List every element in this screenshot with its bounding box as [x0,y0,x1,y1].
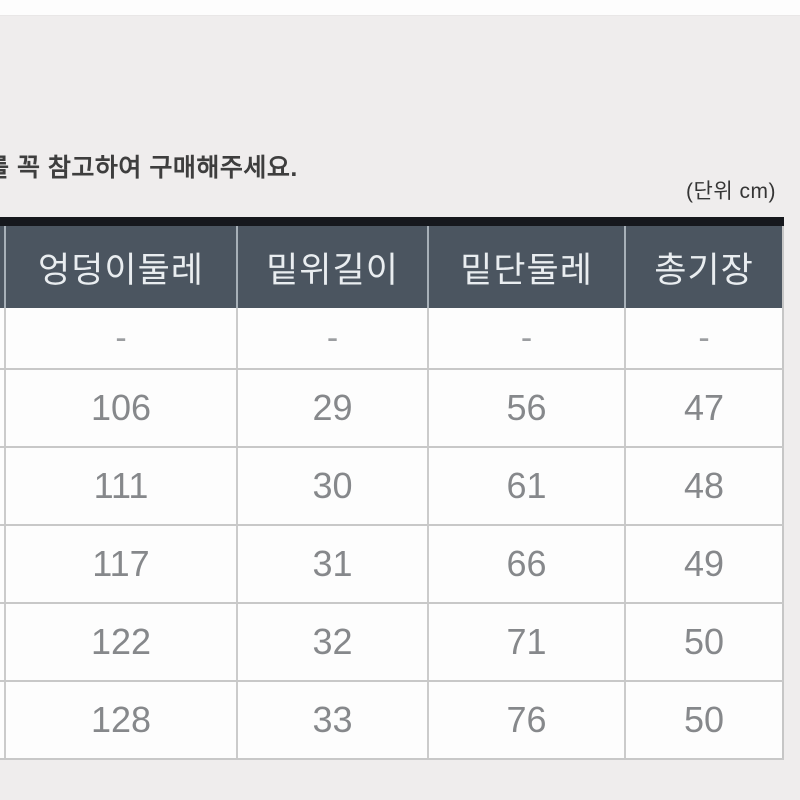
table-cell: 33 [236,681,428,760]
table-cell-cropped [0,525,5,604]
table-cell: 117 [4,525,237,604]
table-header-rise: 밑위길이 [236,217,428,308]
table-cell: 48 [624,447,784,526]
table-cell-cropped [0,308,5,370]
table-cell: 50 [624,603,784,682]
table-header-cropped [0,217,5,308]
table-cell: 106 [4,369,237,448]
table-cell: - [4,308,237,370]
table-row: 106 29 56 47 [0,369,784,448]
table-cell: 66 [427,525,625,604]
size-chart-header-row: 엉덩이둘레 밑위길이 밑단둘레 총기장 [0,217,784,308]
table-cell-cropped [0,447,5,526]
table-cell: - [427,308,625,370]
table-cell: - [624,308,784,370]
table-row: 122 32 71 50 [0,603,784,682]
table-cell: 31 [236,525,428,604]
table-header-hem: 밑단둘레 [427,217,625,308]
table-cell: 128 [4,681,237,760]
table-header-hip: 엉덩이둘레 [4,217,237,308]
table-cell: 29 [236,369,428,448]
table-cell-cropped [0,603,5,682]
table-row: - - - - [0,308,784,370]
table-row: 117 31 66 49 [0,525,784,604]
purchase-notice-text: 를 꼭 참고하여 구매해주세요. [0,154,298,182]
table-cell: 122 [4,603,237,682]
table-row: 111 30 61 48 [0,447,784,526]
table-cell: 76 [427,681,625,760]
table-cell: 47 [624,369,784,448]
table-cell: 71 [427,603,625,682]
size-chart-table: 엉덩이둘레 밑위길이 밑단둘레 총기장 - - - - 106 29 56 47 [0,217,784,760]
table-cell-cropped [0,369,5,448]
table-cell: 111 [4,447,237,526]
unit-cm-label: (단위 cm) [686,180,776,203]
table-cell: 50 [624,681,784,760]
table-cell: 32 [236,603,428,682]
table-cell-cropped [0,681,5,760]
table-cell: 56 [427,369,625,448]
table-cell: 61 [427,447,625,526]
table-cell: 49 [624,525,784,604]
table-cell: - [236,308,428,370]
table-cell: 30 [236,447,428,526]
table-header-total-length: 총기장 [624,217,784,308]
top-white-strip [0,0,800,16]
table-row: 128 33 76 50 [0,681,784,760]
